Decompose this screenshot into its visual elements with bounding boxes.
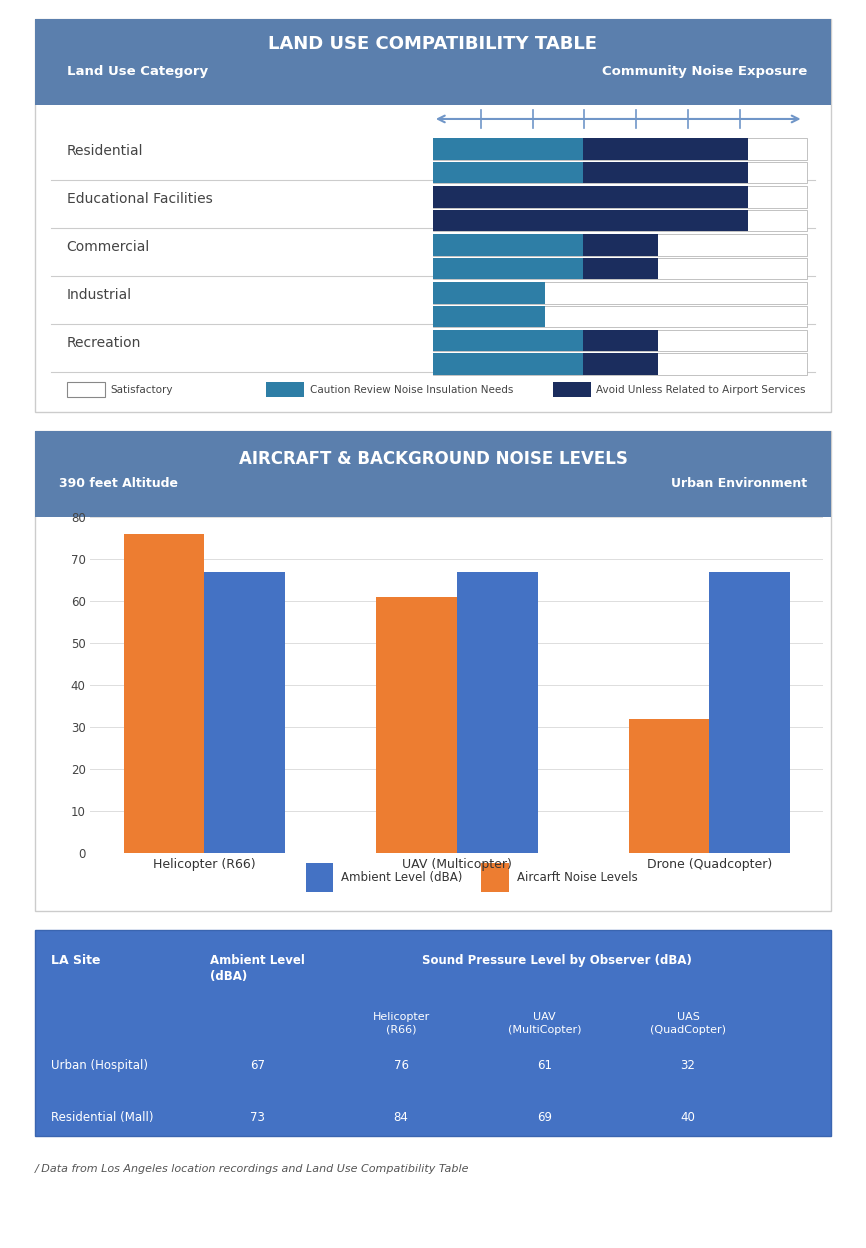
Text: Residential: Residential [67, 144, 143, 157]
Text: Educational Facilities: Educational Facilities [67, 192, 212, 206]
Text: Commercial: Commercial [67, 240, 150, 253]
Bar [433, 162, 807, 183]
Text: 40: 40 [681, 1111, 695, 1124]
Bar [35, 431, 831, 517]
Text: Land Use Category: Land Use Category [67, 65, 208, 79]
Bar [433, 186, 747, 207]
Bar [457, 572, 538, 854]
Text: Caution Review Noise Insulation Needs: Caution Review Noise Insulation Needs [309, 384, 513, 394]
Text: 61: 61 [537, 1060, 552, 1072]
Bar [204, 572, 285, 854]
Text: Residential (Mall): Residential (Mall) [50, 1111, 153, 1124]
Bar [583, 139, 747, 160]
Bar [433, 329, 583, 352]
Bar [553, 382, 591, 397]
Text: 390 feet Altitude: 390 feet Altitude [59, 477, 178, 490]
Text: LA Site: LA Site [50, 955, 100, 967]
Text: Helicopter
(R66): Helicopter (R66) [372, 1012, 430, 1035]
Bar [709, 572, 790, 854]
Bar [124, 534, 204, 854]
Text: / Data from Los Angeles location recordings and Land Use Compatibility Table: / Data from Los Angeles location recordi… [35, 1164, 469, 1174]
Bar [433, 139, 807, 160]
Bar [433, 282, 546, 303]
Bar [583, 162, 747, 183]
Bar [583, 233, 657, 256]
Bar [433, 353, 583, 376]
Text: Urban Environment: Urban Environment [671, 477, 807, 490]
Bar [433, 210, 747, 231]
Bar [433, 353, 807, 376]
Text: Community Noise Exposure: Community Noise Exposure [602, 65, 807, 79]
Bar [433, 257, 807, 280]
Text: Avoid Unless Related to Airport Services: Avoid Unless Related to Airport Services [597, 384, 806, 394]
Bar [433, 162, 583, 183]
Text: Satisfactory: Satisfactory [110, 384, 173, 394]
Bar [433, 306, 807, 327]
Bar [583, 329, 657, 352]
Text: 84: 84 [394, 1111, 409, 1124]
Text: AIRCRAFT & BACKGROUND NOISE LEVELS: AIRCRAFT & BACKGROUND NOISE LEVELS [238, 451, 628, 468]
Bar [433, 306, 546, 327]
Text: Urban (Hospital): Urban (Hospital) [50, 1060, 147, 1072]
Text: Ambient Level (dBA): Ambient Level (dBA) [341, 871, 462, 884]
Text: Recreation: Recreation [67, 336, 141, 349]
Bar [35, 19, 831, 105]
Text: 32: 32 [681, 1060, 695, 1072]
Text: Aircarft Noise Levels: Aircarft Noise Levels [517, 871, 637, 884]
Bar [433, 210, 807, 231]
Text: 76: 76 [394, 1060, 409, 1072]
Bar [433, 282, 807, 303]
Text: LAND USE COMPATIBILITY TABLE: LAND USE COMPATIBILITY TABLE [268, 35, 598, 54]
Text: UAV
(MultiCopter): UAV (MultiCopter) [507, 1012, 581, 1035]
Bar [306, 864, 333, 892]
Text: Sound Pressure Level by Observer (dBA): Sound Pressure Level by Observer (dBA) [422, 955, 691, 967]
Bar [629, 719, 709, 854]
Text: UAS
(QuadCopter): UAS (QuadCopter) [650, 1012, 726, 1035]
Bar [433, 233, 583, 256]
Text: 67: 67 [250, 1060, 265, 1072]
Text: 73: 73 [250, 1111, 265, 1124]
Text: Ambient Level
(dBA): Ambient Level (dBA) [210, 955, 305, 983]
Bar [583, 353, 657, 376]
Text: 69: 69 [537, 1111, 552, 1124]
Bar [481, 864, 508, 892]
Bar [67, 382, 105, 397]
Bar [376, 597, 457, 854]
Bar [433, 186, 807, 207]
Bar [433, 139, 583, 160]
Bar [583, 257, 657, 280]
Text: Industrial: Industrial [67, 288, 132, 302]
Bar [433, 329, 807, 352]
Bar [433, 233, 807, 256]
Bar [433, 257, 583, 280]
Bar [266, 382, 304, 397]
